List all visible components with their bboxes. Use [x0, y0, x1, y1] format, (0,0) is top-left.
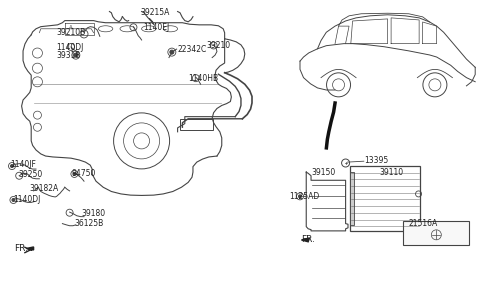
Text: 1140HB: 1140HB	[188, 74, 218, 83]
Polygon shape	[26, 247, 34, 250]
Circle shape	[11, 165, 13, 168]
Circle shape	[170, 50, 174, 54]
Text: 39250: 39250	[18, 170, 43, 179]
Text: 39182A: 39182A	[30, 184, 59, 193]
Text: 21516A: 21516A	[409, 219, 438, 228]
Polygon shape	[301, 238, 310, 242]
Circle shape	[73, 172, 76, 175]
Text: 1140EJ: 1140EJ	[143, 23, 169, 32]
Circle shape	[74, 53, 78, 57]
Text: FR.: FR.	[301, 235, 315, 244]
Text: 39210: 39210	[206, 41, 230, 50]
Text: A: A	[69, 25, 73, 30]
Text: 39215A: 39215A	[140, 8, 169, 17]
Circle shape	[299, 195, 301, 198]
Text: 1140DJ: 1140DJ	[57, 43, 84, 52]
Circle shape	[12, 198, 15, 201]
Text: 1140JF: 1140JF	[11, 160, 36, 169]
Bar	[180, 119, 213, 130]
Text: 39150: 39150	[311, 168, 336, 177]
Text: 1140DJ: 1140DJ	[13, 195, 41, 204]
Text: FR.: FR.	[14, 244, 28, 253]
Bar	[350, 166, 420, 231]
Text: 22342C: 22342C	[178, 45, 207, 54]
Text: 94750: 94750	[71, 169, 96, 178]
Text: 39110: 39110	[379, 168, 403, 177]
Text: 39210B: 39210B	[57, 28, 86, 37]
Text: 39180: 39180	[82, 209, 106, 218]
Text: 13395: 13395	[364, 156, 388, 165]
Bar	[350, 172, 354, 225]
Text: 39318: 39318	[57, 51, 81, 60]
Bar	[403, 221, 469, 245]
Text: 36125B: 36125B	[74, 219, 104, 228]
Text: 1125AD: 1125AD	[289, 192, 319, 201]
